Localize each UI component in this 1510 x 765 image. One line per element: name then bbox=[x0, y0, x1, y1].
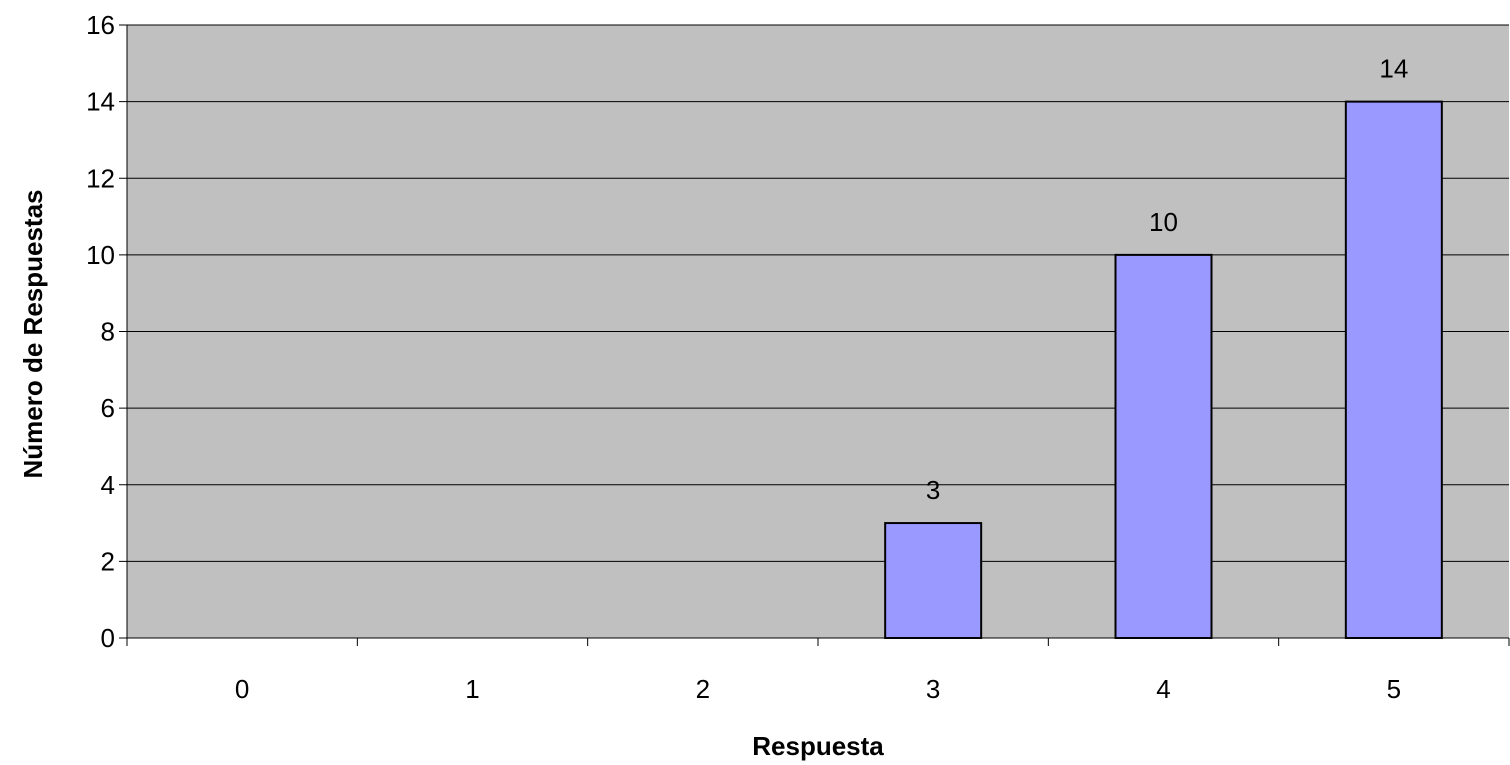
data-label-5: 14 bbox=[1379, 54, 1408, 84]
x-tick-label: 0 bbox=[235, 674, 249, 704]
y-tick-label: 2 bbox=[101, 546, 115, 576]
x-tick-label: 5 bbox=[1387, 674, 1401, 704]
y-tick-label: 12 bbox=[86, 163, 115, 193]
bar-3 bbox=[884, 522, 983, 639]
x-tick-label: 3 bbox=[926, 674, 940, 704]
x-tick-label: 1 bbox=[465, 674, 479, 704]
x-axis-ticks: 0 1 2 3 4 5 bbox=[126, 638, 1510, 704]
y-axis-ticks: 0 2 4 6 8 10 12 14 16 bbox=[86, 10, 127, 653]
y-tick-label: 4 bbox=[101, 470, 115, 500]
data-label-3: 3 bbox=[926, 475, 940, 505]
y-tick-label: 8 bbox=[101, 317, 115, 347]
y-tick-label: 16 bbox=[86, 10, 115, 40]
data-label-4: 10 bbox=[1149, 207, 1178, 237]
y-axis-title: Número de Respuestas bbox=[18, 190, 48, 479]
y-tick-label: 10 bbox=[86, 240, 115, 270]
y-tick-label: 14 bbox=[86, 87, 115, 117]
bar-5 bbox=[1344, 100, 1443, 639]
x-axis-title: Respuesta bbox=[752, 731, 884, 761]
data-labels: 3 10 14 bbox=[926, 54, 1408, 505]
bar-4 bbox=[1114, 253, 1213, 639]
x-tick-label: 4 bbox=[1156, 674, 1170, 704]
y-tick-label: 0 bbox=[101, 623, 115, 653]
bars bbox=[884, 100, 1443, 639]
y-tick-label: 6 bbox=[101, 393, 115, 423]
x-tick-label: 2 bbox=[696, 674, 710, 704]
gridlines bbox=[127, 24, 1509, 562]
